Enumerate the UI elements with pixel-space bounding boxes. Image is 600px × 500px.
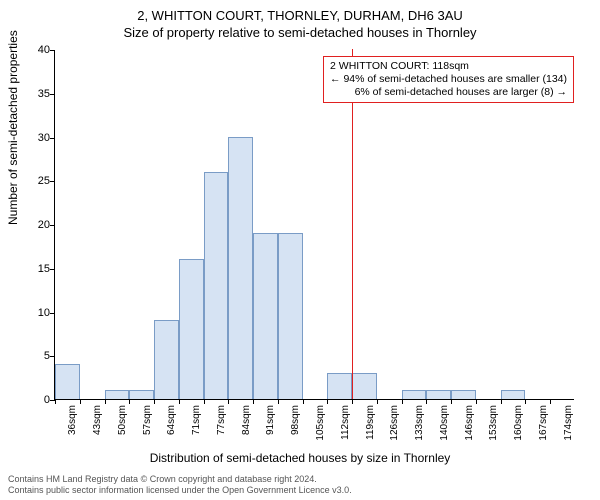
x-tick-mark	[55, 399, 56, 404]
histogram-bar	[426, 390, 451, 399]
x-tick-mark	[352, 399, 353, 404]
histogram-bar	[154, 320, 179, 399]
x-tick-mark	[253, 399, 254, 404]
x-tick-label: 71sqm	[191, 405, 202, 445]
x-tick-label: 57sqm	[142, 405, 153, 445]
x-tick-label: 133sqm	[414, 405, 425, 445]
histogram-bar	[55, 364, 80, 399]
footer-line-1: Contains HM Land Registry data © Crown c…	[8, 474, 352, 485]
x-tick-label: 98sqm	[290, 405, 301, 445]
x-tick-mark	[550, 399, 551, 404]
x-tick-label: 77sqm	[216, 405, 227, 445]
annotation-line: ← 94% of semi-detached houses are smalle…	[330, 73, 567, 86]
x-tick-label: 112sqm	[340, 405, 351, 445]
x-tick-label: 91sqm	[265, 405, 276, 445]
footer-line-2: Contains public sector information licen…	[8, 485, 352, 496]
x-tick-label: 126sqm	[389, 405, 400, 445]
annotation-box: 2 WHITTON COURT: 118sqm← 94% of semi-det…	[323, 56, 574, 103]
x-tick-mark	[204, 399, 205, 404]
x-tick-mark	[402, 399, 403, 404]
x-tick-label: 140sqm	[439, 405, 450, 445]
y-tick-mark	[50, 181, 55, 182]
histogram-bar	[228, 137, 253, 400]
y-tick-mark	[50, 313, 55, 314]
x-tick-label: 146sqm	[464, 405, 475, 445]
y-tick-mark	[50, 94, 55, 95]
histogram-bar	[327, 373, 352, 399]
x-tick-label: 43sqm	[92, 405, 103, 445]
x-tick-mark	[476, 399, 477, 404]
y-tick-label: 20	[38, 219, 50, 231]
histogram-bar	[204, 172, 229, 400]
x-tick-mark	[525, 399, 526, 404]
x-tick-label: 160sqm	[513, 405, 524, 445]
histogram-bar	[105, 390, 130, 399]
chart-plot-area: 36sqm43sqm50sqm57sqm64sqm71sqm77sqm84sqm…	[54, 50, 574, 400]
histogram-bar	[352, 373, 377, 399]
histogram-bar	[253, 233, 278, 399]
x-tick-mark	[501, 399, 502, 404]
x-axis-label: Distribution of semi-detached houses by …	[0, 451, 600, 465]
chart-title-sub: Size of property relative to semi-detach…	[0, 23, 600, 40]
y-tick-label: 35	[38, 88, 50, 100]
y-tick-label: 5	[44, 350, 50, 362]
histogram-bar	[501, 390, 526, 399]
x-tick-mark	[278, 399, 279, 404]
y-tick-label: 30	[38, 132, 50, 144]
x-tick-mark	[105, 399, 106, 404]
x-tick-label: 50sqm	[117, 405, 128, 445]
histogram-bar	[451, 390, 476, 399]
annotation-line: 6% of semi-detached houses are larger (8…	[330, 86, 567, 99]
x-tick-mark	[303, 399, 304, 404]
annotation-line: 2 WHITTON COURT: 118sqm	[330, 60, 567, 73]
x-tick-mark	[179, 399, 180, 404]
chart-title-main: 2, WHITTON COURT, THORNLEY, DURHAM, DH6 …	[0, 0, 600, 23]
x-tick-mark	[327, 399, 328, 404]
x-tick-label: 64sqm	[166, 405, 177, 445]
histogram-bar	[179, 259, 204, 399]
y-tick-label: 15	[38, 263, 50, 275]
x-tick-label: 105sqm	[315, 405, 326, 445]
x-tick-label: 174sqm	[563, 405, 574, 445]
y-tick-mark	[50, 356, 55, 357]
y-tick-mark	[50, 50, 55, 51]
x-tick-mark	[154, 399, 155, 404]
x-tick-mark	[426, 399, 427, 404]
x-tick-label: 167sqm	[538, 405, 549, 445]
x-tick-label: 36sqm	[67, 405, 78, 445]
y-tick-label: 10	[38, 307, 50, 319]
y-axis-label: Number of semi-detached properties	[6, 30, 20, 225]
x-tick-mark	[80, 399, 81, 404]
y-tick-mark	[50, 225, 55, 226]
y-tick-label: 40	[38, 44, 50, 56]
footer-attribution: Contains HM Land Registry data © Crown c…	[8, 474, 352, 497]
x-tick-label: 84sqm	[241, 405, 252, 445]
x-tick-mark	[228, 399, 229, 404]
y-tick-label: 25	[38, 175, 50, 187]
x-tick-mark	[451, 399, 452, 404]
x-tick-label: 119sqm	[365, 405, 376, 445]
x-tick-mark	[377, 399, 378, 404]
x-tick-mark	[129, 399, 130, 404]
histogram-bar	[402, 390, 427, 399]
histogram-bar	[129, 390, 154, 399]
y-tick-mark	[50, 138, 55, 139]
y-tick-mark	[50, 269, 55, 270]
y-tick-label: 0	[44, 394, 50, 406]
histogram-bar	[278, 233, 303, 399]
x-tick-label: 153sqm	[488, 405, 499, 445]
